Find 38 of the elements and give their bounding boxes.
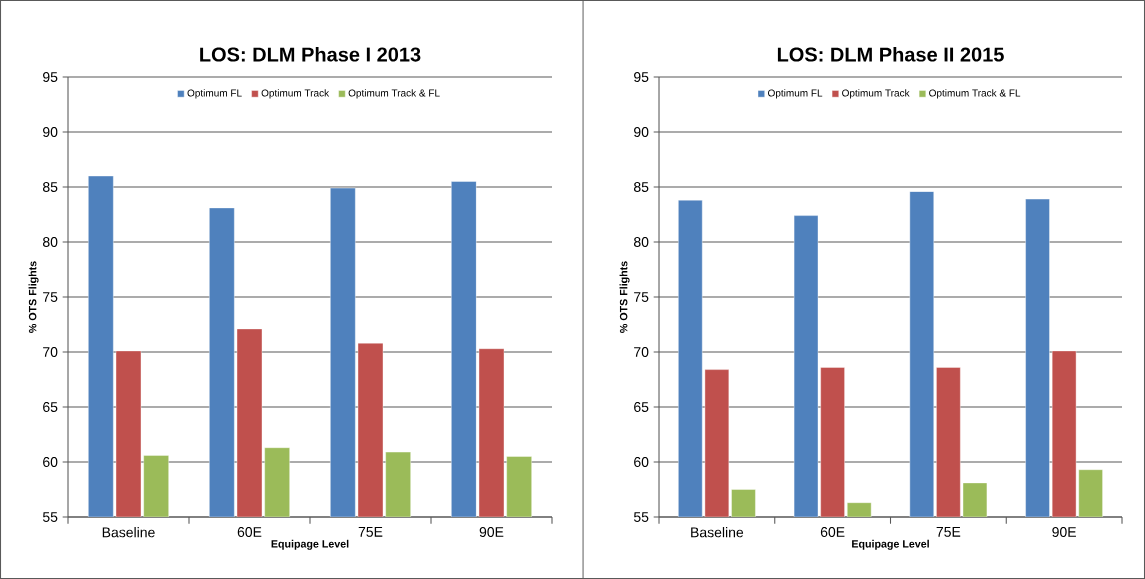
y-tick-label: 75 (43, 292, 58, 302)
y-axis-title: % OTS Flights (619, 261, 630, 333)
y-tick-label: 95 (634, 72, 649, 82)
x-tick-label: Baseline (691, 527, 744, 538)
y-tick-label: 65 (43, 402, 58, 412)
y-tick-label: 80 (634, 237, 649, 247)
y-tick-label: 70 (634, 347, 649, 357)
y-tick-label: 85 (634, 182, 649, 192)
x-tick-label: 75E (358, 527, 383, 537)
y-tick-label: 55 (633, 512, 649, 522)
x-tick-label: 60E (820, 527, 845, 537)
x-tick-label: Baseline (102, 527, 155, 538)
y-tick-label: 90 (634, 127, 649, 137)
y-tick-label: 75 (634, 292, 649, 302)
chart-title: LOS: DLM Phase I 2013 (200, 46, 421, 62)
legend-label: Optimum FL (768, 89, 823, 99)
x-tick-label: 60E (237, 527, 262, 537)
x-tick-label: 90E (1052, 527, 1076, 537)
x-axis-title: Equipage Level (852, 539, 929, 550)
chart-title: LOS: DLM Phase II 2015 (777, 46, 1004, 62)
y-tick-label: 70 (43, 347, 58, 357)
legend-label: Optimum FL (187, 89, 242, 99)
y-axis-title: % OTS Flights (28, 261, 39, 333)
legend-label: Optimum Track & FL (348, 89, 440, 99)
x-tick-label: 90E (479, 527, 504, 537)
y-tick-label: 55 (42, 512, 58, 522)
x-axis-title: Equipage Level (271, 539, 349, 550)
y-tick-label: 60 (43, 457, 58, 467)
y-tick-label: 65 (634, 402, 649, 412)
y-tick-label: 80 (42, 237, 58, 247)
legend-label: Optimum Track (261, 89, 330, 99)
legend-label: Optimum Track & FL (929, 89, 1021, 99)
y-tick-label: 60 (634, 457, 649, 467)
y-tick-label: 95 (43, 72, 58, 82)
legend-label: Optimum Track (842, 89, 910, 99)
y-tick-label: 90 (43, 127, 58, 137)
x-tick-label: 75E (936, 527, 961, 537)
y-tick-label: 85 (42, 182, 58, 192)
